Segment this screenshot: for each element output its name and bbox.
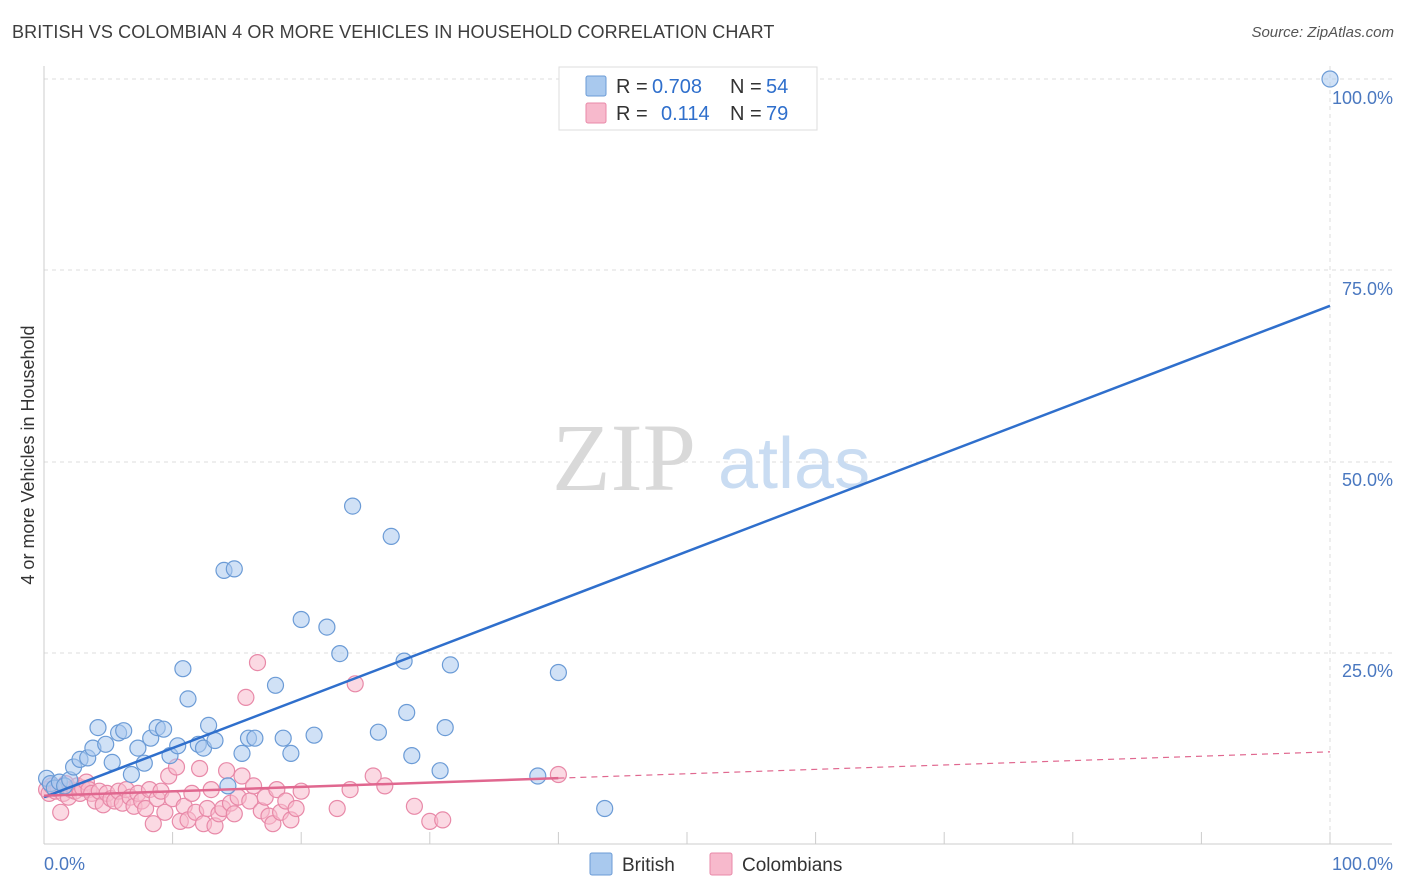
british-trend-line <box>43 304 1331 799</box>
legend-swatch-colombians <box>585 102 607 124</box>
british-point <box>436 718 454 737</box>
y-axis-title: 4 or more Vehicles in Household <box>18 325 38 584</box>
colombians-point <box>218 762 236 780</box>
colombians-point <box>233 767 251 785</box>
x-tick-label-100: 100.0% <box>1332 854 1393 874</box>
british-series <box>37 70 1339 818</box>
colombians-point <box>405 797 423 815</box>
legend-colombians-n-label: N = <box>730 103 762 125</box>
british-point <box>246 729 264 747</box>
legend-british-r-value: 0.708 <box>652 76 702 98</box>
colombians-point <box>52 803 70 821</box>
british-point <box>318 618 336 636</box>
british-point <box>122 765 140 784</box>
british-point <box>403 746 421 765</box>
british-point <box>179 690 197 708</box>
british-point <box>219 777 237 795</box>
british-point <box>331 644 349 663</box>
top-legend: R = 0.708 N = 54 R = 0.114 N = 79 <box>558 66 818 131</box>
colombians-point <box>287 799 305 818</box>
british-point <box>97 735 115 753</box>
colombians-point <box>183 784 201 803</box>
british-point <box>431 762 449 780</box>
british-point <box>225 560 243 578</box>
source-label: Source: ZipAtlas.com <box>1251 24 1394 41</box>
colombians-point <box>549 765 568 784</box>
british-point <box>266 676 285 694</box>
bottom-legend-label-colombians: Colombians <box>742 855 842 876</box>
bottom-legend-label-british: British <box>622 855 675 876</box>
bottom-legend-swatch-colombians <box>709 852 733 876</box>
colombians-point <box>156 803 174 821</box>
british-point <box>382 527 400 546</box>
trend-lines <box>43 304 1331 799</box>
x-tick-marks <box>172 832 1331 844</box>
british-point <box>441 656 459 674</box>
x-tick-label-0: 0.0% <box>44 854 85 874</box>
british-point <box>398 703 416 722</box>
chart-title: BRITISH VS COLOMBIAN 4 OR MORE VEHICLES … <box>12 22 775 42</box>
british-point <box>274 729 292 747</box>
british-point <box>369 723 387 741</box>
y-tick-label-50: 50.0% <box>1342 470 1393 490</box>
bottom-legend-swatch-british <box>589 852 613 876</box>
british-point <box>549 663 568 682</box>
british-point <box>129 739 147 757</box>
british-point <box>155 720 173 738</box>
colombians-point <box>191 759 209 778</box>
y-tick-label-25: 25.0% <box>1342 661 1393 681</box>
colombians-point <box>237 688 255 707</box>
colombians-point <box>328 799 346 818</box>
y-tick-label-100: 100.0% <box>1332 88 1393 108</box>
colombians-point <box>137 799 155 818</box>
british-point <box>233 744 251 763</box>
british-point <box>596 799 614 818</box>
british-point <box>529 767 547 785</box>
british-point <box>292 610 310 629</box>
colombians-point <box>434 811 452 829</box>
colombians-point <box>248 653 267 672</box>
colombians-point <box>376 777 394 795</box>
legend-colombians-n-value: 79 <box>766 103 788 125</box>
colombians-point <box>268 780 286 799</box>
british-point <box>344 497 362 515</box>
legend-colombians-r-value: 0.114 <box>661 103 710 125</box>
watermark-atlas: atlas <box>718 424 870 504</box>
colombians-series <box>37 653 568 835</box>
colombians-trend-line-extrapolated <box>558 751 1331 779</box>
colombians-point <box>225 805 243 823</box>
legend-swatch-british <box>585 75 607 97</box>
colombians-point <box>144 815 162 833</box>
british-point <box>174 660 192 678</box>
british-point <box>282 744 300 763</box>
bottom-legend: British Colombians <box>589 852 842 876</box>
watermark-zip: ZIP <box>552 404 696 511</box>
british-point <box>305 726 323 744</box>
british-point <box>1321 70 1339 88</box>
colombians-trend-line <box>43 776 559 797</box>
y-tick-label-75: 75.0% <box>1342 279 1393 299</box>
legend-colombians-r-label: R = <box>616 103 648 125</box>
legend-british-n-value: 54 <box>766 76 788 98</box>
legend-british-n-label: N = <box>730 76 762 98</box>
british-point <box>89 718 107 737</box>
british-point <box>115 722 133 740</box>
legend-british-r-label: R = <box>616 76 648 98</box>
